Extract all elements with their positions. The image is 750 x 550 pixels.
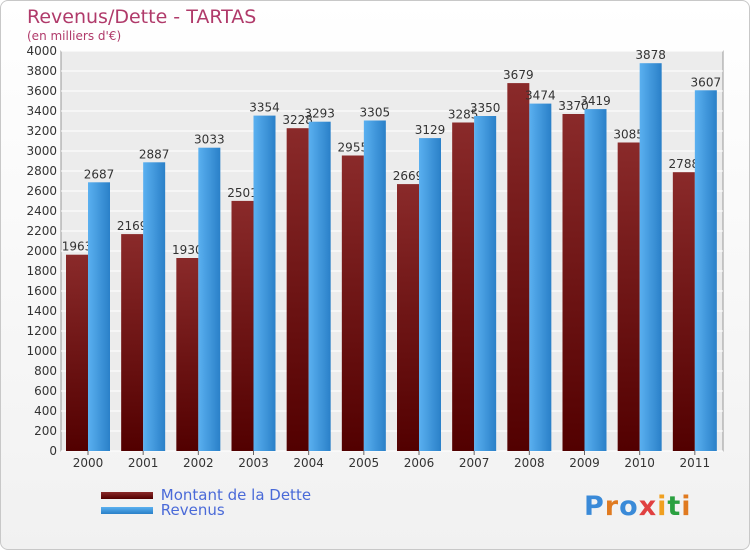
legend-item-revenus: Revenus (101, 501, 225, 519)
y-tick-label: 400 (34, 404, 57, 418)
bar-revenus (419, 138, 441, 451)
value-label-dette: 1963 (62, 240, 93, 254)
value-label-revenus: 3350 (470, 101, 501, 115)
logo-letter: o (619, 491, 639, 522)
value-label-dette: 3285 (448, 108, 479, 122)
y-tick-label: 1200 (26, 324, 57, 338)
logo-letter: x (638, 491, 658, 522)
value-label-dette: 3679 (503, 68, 534, 82)
x-tick-label: 2011 (680, 456, 711, 470)
y-tick-label: 200 (34, 424, 57, 438)
logo-letter: i (657, 491, 668, 522)
bar-dette (617, 142, 640, 451)
value-label-dette: 1930 (172, 243, 203, 257)
value-label-revenus: 2687 (84, 167, 115, 181)
legend-swatch-revenus (101, 507, 153, 514)
x-tick-label: 2009 (569, 456, 600, 470)
logo-letter: P (584, 491, 605, 522)
value-label-dette: 2788 (669, 157, 700, 171)
x-tick-label: 2010 (624, 456, 655, 470)
x-tick-label: 2006 (404, 456, 435, 470)
y-tick-label: 4000 (26, 44, 57, 58)
y-tick-label: 0 (49, 444, 57, 458)
bar-dette (397, 184, 419, 451)
y-tick-label: 3600 (26, 84, 57, 98)
value-label-dette: 2955 (338, 141, 369, 155)
x-tick-label: 2002 (183, 456, 214, 470)
y-tick-label: 1800 (26, 264, 57, 278)
bar-revenus (529, 103, 552, 451)
legend-swatch-dette (101, 492, 153, 499)
value-label-dette: 2501 (227, 186, 258, 200)
bar-dette (176, 258, 199, 451)
proxiti-logo: Proxiti (584, 491, 692, 522)
value-label-revenus: 3305 (360, 106, 391, 120)
legend-label-dette: Montant de la Dette (160, 486, 312, 504)
value-label-revenus: 3419 (580, 94, 611, 108)
bar-revenus (253, 115, 276, 451)
value-label-dette: 2169 (117, 219, 148, 233)
chart-subtitle: (en milliers d'€) (27, 29, 122, 43)
value-label-revenus: 3878 (635, 48, 666, 62)
x-tick-label: 2007 (459, 456, 490, 470)
bar-dette (507, 83, 530, 451)
bar-dette (672, 172, 695, 451)
x-tick-label: 2001 (128, 456, 159, 470)
value-label-dette: 2669 (393, 169, 424, 183)
bar-revenus (88, 182, 110, 452)
bar-dette (562, 114, 585, 451)
y-tick-label: 800 (34, 364, 57, 378)
y-tick-label: 2000 (26, 244, 57, 258)
value-label-revenus: 3293 (304, 107, 335, 121)
y-tick-label: 3200 (26, 124, 57, 138)
x-tick-label: 2000 (73, 456, 104, 470)
x-tick-label: 2008 (514, 456, 545, 470)
value-label-revenus: 3129 (415, 123, 446, 137)
bar-dette (121, 234, 144, 451)
bar-dette (66, 254, 88, 451)
logo-letter: r (604, 491, 620, 522)
y-tick-label: 3800 (26, 64, 57, 78)
y-tick-label: 1400 (26, 304, 57, 318)
value-label-revenus: 3033 (194, 133, 225, 147)
y-tick-label: 2800 (26, 164, 57, 178)
legend-label-revenus: Revenus (160, 501, 225, 519)
bar-revenus (474, 116, 497, 451)
bar-dette (452, 122, 475, 451)
x-tick-label: 2003 (238, 456, 269, 470)
x-tick-label: 2004 (293, 456, 324, 470)
bar-revenus (639, 63, 662, 451)
bar-revenus (694, 90, 717, 452)
y-tick-label: 2600 (26, 184, 57, 198)
chart-title: Revenus/Dette - TARTAS (27, 6, 257, 28)
y-tick-label: 2400 (26, 204, 57, 218)
logo-letter: i (681, 491, 692, 522)
value-label-revenus: 3354 (249, 101, 280, 115)
value-label-revenus: 3474 (525, 89, 556, 103)
bar-revenus (363, 120, 386, 451)
logo-letter: t (667, 491, 682, 522)
y-tick-label: 1000 (26, 344, 57, 358)
bar-revenus (198, 147, 221, 451)
bar-revenus (143, 162, 166, 452)
value-label-revenus: 2887 (139, 147, 170, 161)
y-tick-label: 2200 (26, 224, 57, 238)
y-tick-label: 600 (34, 384, 57, 398)
value-label-dette: 3370 (558, 99, 589, 113)
bar-dette (231, 200, 254, 451)
bar-dette (286, 128, 309, 451)
legend-item-dette: Montant de la Dette (101, 486, 311, 504)
value-label-dette: 3085 (613, 128, 644, 142)
bar-revenus (308, 121, 331, 451)
y-tick-label: 3400 (26, 104, 57, 118)
y-tick-label: 1600 (26, 284, 57, 298)
x-tick-label: 2005 (349, 456, 380, 470)
bar-revenus (584, 109, 607, 451)
bar-dette (341, 155, 364, 451)
value-label-revenus: 3607 (691, 75, 722, 89)
value-label-dette: 3228 (282, 113, 313, 127)
y-tick-label: 3000 (26, 144, 57, 158)
